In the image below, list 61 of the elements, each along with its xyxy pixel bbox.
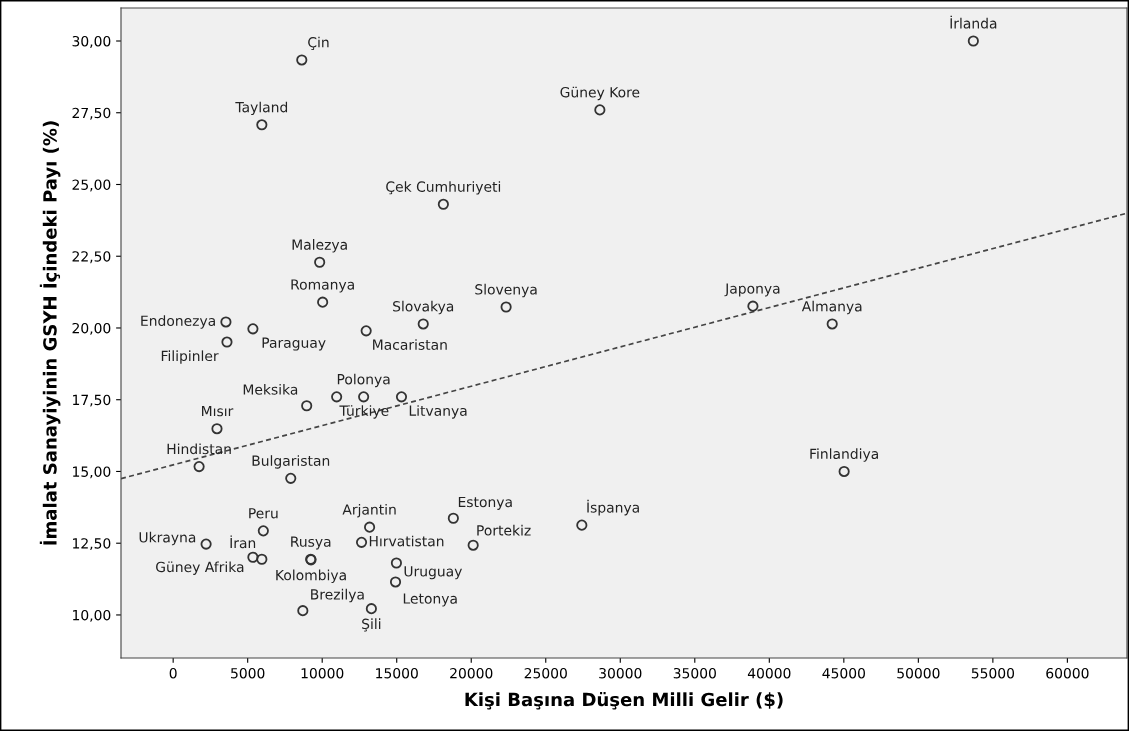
annotation: Tayland bbox=[235, 101, 288, 116]
y-tick-label: 15,00 bbox=[73, 466, 111, 479]
annotation: Meksika bbox=[243, 383, 298, 395]
annotation: Güney Afrika bbox=[156, 561, 244, 575]
annotation: Japonya bbox=[724, 283, 780, 297]
annotation: Estonya bbox=[458, 496, 512, 510]
annotation: Malezya bbox=[292, 239, 347, 253]
x-tick-label: 5000 bbox=[231, 667, 265, 679]
x-tick-label: 40000 bbox=[747, 667, 791, 679]
annotation: Kolombiya bbox=[276, 569, 346, 584]
annotation: Almanya bbox=[801, 300, 862, 315]
x-tick-label: 10000 bbox=[301, 667, 344, 679]
x-tick-label: 15000 bbox=[376, 667, 418, 679]
y-tick-label: 22,50 bbox=[72, 251, 111, 264]
x-axis-title: Kişi Başına Düşen Milli Gelir ($) bbox=[465, 692, 783, 710]
x-tick-label: 45000 bbox=[822, 667, 865, 679]
annotation: Şili bbox=[362, 618, 381, 632]
y-tick-label: 12,50 bbox=[73, 538, 111, 551]
y-tick-label: 10,00 bbox=[73, 609, 111, 622]
x-tick-label: 20000 bbox=[450, 667, 493, 679]
annotation: Mısır bbox=[202, 405, 234, 417]
annotation: Ukrayna bbox=[139, 531, 196, 546]
annotation: İran bbox=[230, 535, 256, 549]
y-tick-label: 20,00 bbox=[72, 322, 111, 335]
annotation: Hindistan bbox=[167, 443, 231, 455]
annotation: Macaristan bbox=[373, 339, 447, 350]
annotation: Letonya bbox=[403, 593, 457, 607]
x-tick-label: 0 bbox=[169, 667, 177, 679]
annotation: Portekiz bbox=[477, 524, 531, 536]
y-tick-label: 30,00 bbox=[72, 35, 111, 48]
y-tick-label: 25,00 bbox=[72, 179, 111, 192]
y-axis-title: İmalat Sanayiyinin GSYH İçindeki Payı (%) bbox=[39, 121, 61, 545]
annotation: Arjantin bbox=[342, 503, 396, 518]
annotation: İspanya bbox=[587, 499, 639, 516]
annotation: Slovenya bbox=[475, 283, 537, 298]
x-tick-label: 30000 bbox=[599, 667, 642, 679]
x-tick-label: 25000 bbox=[524, 667, 567, 679]
x-tick-label: 50000 bbox=[897, 667, 940, 679]
y-tick-label: 27,50 bbox=[72, 107, 111, 120]
annotation: Slovakya bbox=[393, 300, 454, 315]
annotation: Güney Kore bbox=[560, 86, 640, 101]
annotation: Endonezya bbox=[141, 315, 215, 329]
annotation: İrlanda bbox=[950, 15, 997, 29]
annotation: Litvanya bbox=[409, 405, 467, 419]
annotation: Uruguay bbox=[404, 566, 462, 580]
annotation: Bulgaristan bbox=[252, 455, 330, 469]
annotation: Hırvatistan bbox=[369, 535, 444, 547]
y-tick-label: 17,50 bbox=[73, 394, 111, 407]
annotation: Çek Cumhuriyeti bbox=[386, 181, 501, 195]
x-tick-label: 35000 bbox=[673, 667, 716, 679]
annotation: Romanya bbox=[291, 279, 354, 293]
annotation: Filipinler bbox=[161, 350, 219, 364]
annotation: Finlandiya bbox=[810, 448, 878, 462]
annotation: Rusya bbox=[291, 536, 331, 550]
annotation: Paraguay bbox=[262, 337, 326, 351]
annotation: Polonya bbox=[337, 373, 390, 388]
x-tick-label: 55000 bbox=[971, 667, 1015, 679]
annotation: Brezilya bbox=[311, 588, 364, 603]
annotation: Çin bbox=[308, 36, 329, 51]
x-tick-label: 60000 bbox=[1046, 667, 1089, 679]
annotation: Peru bbox=[249, 508, 278, 519]
